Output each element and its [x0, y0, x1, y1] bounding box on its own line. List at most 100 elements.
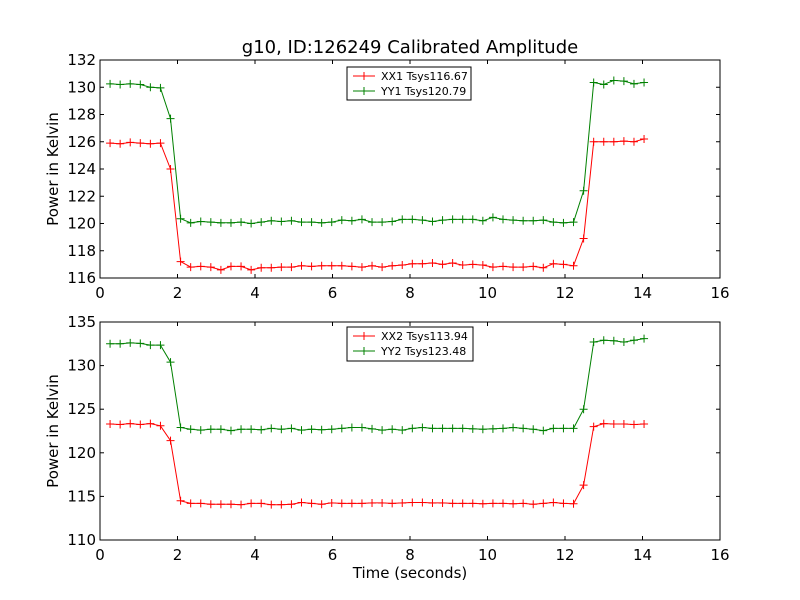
data-point: [287, 216, 296, 225]
data-point: [519, 263, 528, 272]
legend-label: XX1 Tsys116.67: [381, 70, 468, 83]
x-tick-label: 6: [328, 284, 338, 302]
data-point: [438, 498, 447, 507]
data-point: [509, 423, 518, 432]
data-point: [438, 216, 447, 225]
data-point: [549, 259, 558, 268]
data-point: [146, 419, 155, 428]
data-point: [418, 259, 427, 268]
y-tick-label: 124: [67, 160, 96, 178]
data-point: [599, 336, 608, 345]
legend-marker: [360, 87, 368, 95]
data-point: [307, 218, 316, 227]
data-point: [488, 499, 497, 508]
y-tick-label: 116: [67, 269, 96, 287]
data-point: [488, 424, 497, 433]
data-point: [569, 499, 578, 508]
data-point: [257, 425, 266, 434]
data-point: [549, 498, 558, 507]
data-point: [629, 137, 638, 146]
data-point: [499, 215, 507, 224]
data-point: [458, 499, 467, 508]
data-point: [327, 261, 336, 270]
data-point: [186, 218, 195, 227]
data-point: [247, 219, 256, 228]
y-tick-label: 120: [67, 444, 96, 462]
x-tick-label: 10: [478, 284, 497, 302]
data-point: [378, 498, 387, 507]
data-point: [337, 499, 346, 508]
data-point: [237, 500, 246, 509]
y-tick-label: 130: [67, 357, 96, 375]
data-point: [488, 213, 497, 222]
data-point: [579, 234, 588, 243]
data-point: [438, 424, 447, 433]
data-point: [428, 217, 437, 226]
data-point: [468, 424, 477, 433]
data-point: [418, 216, 427, 225]
x-tick-label: 0: [95, 546, 105, 564]
y-axis-label: Power in Kelvin: [44, 112, 62, 226]
data-point: [529, 262, 538, 271]
data-point: [619, 420, 628, 429]
x-tick-label: 8: [405, 284, 415, 302]
data-point: [317, 500, 326, 509]
data-point: [116, 80, 125, 89]
data-point: [126, 138, 135, 147]
legend-entry: XX2 Tsys113.94: [353, 330, 468, 343]
data-point: [297, 218, 306, 227]
y-tick-label: 126: [67, 133, 96, 151]
data-point: [468, 499, 477, 508]
y-tick-label: 135: [67, 313, 96, 331]
x-tick-label: 2: [173, 546, 183, 564]
data-point: [418, 498, 427, 507]
data-point: [287, 424, 296, 433]
data-point: [499, 424, 507, 433]
x-tick-label: 14: [633, 284, 652, 302]
data-point: [438, 260, 447, 269]
data-point: [216, 500, 225, 509]
data-point: [519, 216, 528, 225]
data-point: [146, 139, 155, 148]
data-point: [146, 341, 155, 350]
data-point: [629, 79, 638, 88]
data-point: [327, 498, 336, 507]
data-point: [357, 499, 366, 508]
legend-box: [346, 66, 472, 101]
x-tick-label: 2: [173, 284, 183, 302]
data-point: [186, 425, 195, 434]
data-point: [398, 261, 407, 270]
data-point: [629, 420, 638, 429]
data-point: [478, 425, 487, 434]
data-point: [277, 425, 286, 434]
series-1-2: [106, 76, 649, 228]
data-point: [307, 425, 316, 434]
legend-marker: [360, 332, 368, 340]
data-point: [599, 80, 608, 89]
data-point: [559, 260, 568, 269]
data-point: [640, 78, 649, 87]
data-point: [579, 405, 588, 414]
data-point: [176, 496, 185, 505]
data-point: [428, 498, 437, 507]
series-2-1: [106, 419, 649, 509]
data-point: [237, 425, 246, 434]
data-point: [448, 215, 457, 224]
data-point: [619, 77, 628, 86]
data-point: [478, 261, 487, 270]
data-point: [357, 263, 366, 272]
data-point: [327, 218, 336, 227]
data-point: [428, 259, 437, 268]
y-tick-label: 125: [67, 400, 96, 418]
data-point: [136, 80, 145, 89]
data-point: [640, 420, 649, 429]
y-tick-label: 110: [67, 531, 96, 549]
data-point: [126, 79, 135, 88]
data-point: [478, 499, 487, 508]
data-point: [277, 500, 286, 509]
data-point: [539, 216, 548, 225]
data-point: [247, 265, 256, 274]
data-point: [206, 263, 215, 272]
data-point: [297, 426, 306, 435]
y-tick-label: 122: [67, 187, 96, 205]
